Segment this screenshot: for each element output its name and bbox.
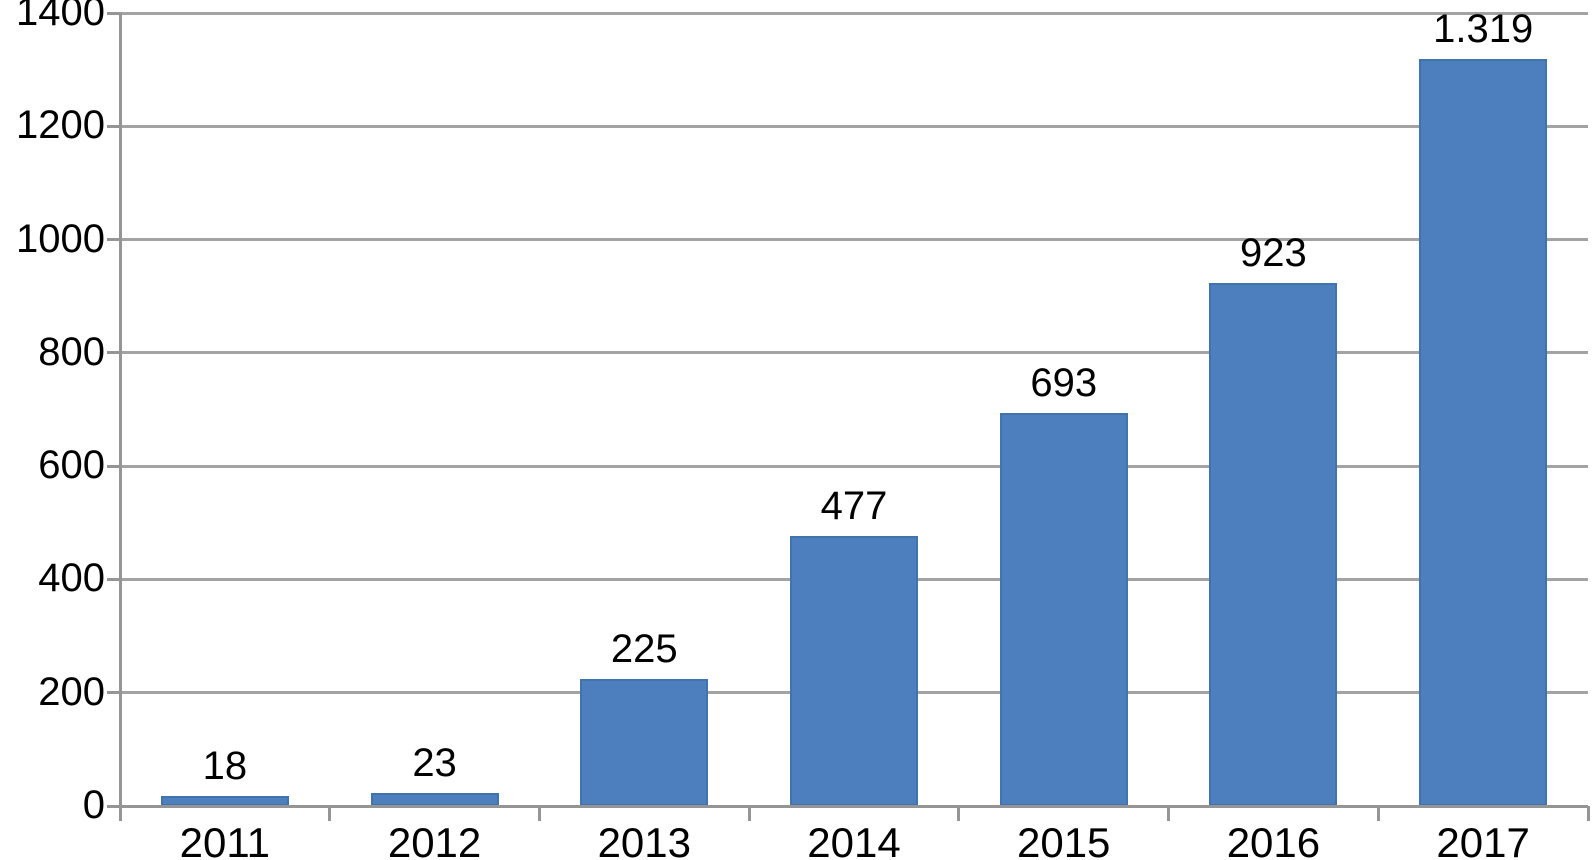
gridline xyxy=(120,351,1588,355)
x-tick xyxy=(537,806,541,821)
x-axis-label: 2014 xyxy=(807,819,901,860)
x-axis-label: 2012 xyxy=(387,819,482,860)
y-tick xyxy=(107,238,120,242)
y-tick-label: 1200 xyxy=(16,103,105,148)
y-tick-label: 600 xyxy=(38,443,105,488)
bar-value-label: 477 xyxy=(820,483,888,528)
y-tick xyxy=(107,577,120,581)
gridline xyxy=(120,464,1588,468)
gridline xyxy=(120,238,1588,242)
y-tick-label: 800 xyxy=(38,330,105,375)
x-tick xyxy=(1586,806,1590,821)
bar-value-label: 225 xyxy=(610,626,678,671)
bar-2013 xyxy=(580,678,709,806)
x-tick xyxy=(118,806,122,821)
gridline xyxy=(120,11,1588,15)
bar-2015 xyxy=(999,413,1128,806)
y-tick xyxy=(107,124,120,128)
y-tick xyxy=(107,464,120,468)
bar-value-label: 923 xyxy=(1240,231,1307,276)
x-axis-label: 2011 xyxy=(179,819,271,860)
bar-value-label: 23 xyxy=(412,740,457,785)
gridline xyxy=(120,124,1588,128)
x-axis-line xyxy=(120,804,1588,808)
x-tick xyxy=(747,806,751,821)
y-tick-label: 400 xyxy=(38,556,105,601)
y-tick-label: 1000 xyxy=(16,216,105,261)
y-tick xyxy=(107,804,120,808)
y-tick xyxy=(107,11,120,15)
y-tick xyxy=(107,351,120,355)
bar-2014 xyxy=(790,535,918,806)
x-axis-label: 2013 xyxy=(597,819,691,860)
bar-value-label: 693 xyxy=(1030,361,1098,406)
y-tick-label: 0 xyxy=(82,783,105,828)
x-axis-label: 2017 xyxy=(1436,819,1530,860)
x-axis-label: 2015 xyxy=(1016,819,1111,860)
y-axis-line xyxy=(118,13,122,821)
x-tick xyxy=(1167,806,1171,821)
x-tick xyxy=(328,806,332,821)
y-tick xyxy=(107,691,120,695)
x-tick xyxy=(1376,806,1380,821)
bar-2011 xyxy=(160,795,289,806)
bar-2016 xyxy=(1209,283,1338,806)
bar-2012 xyxy=(370,792,499,806)
bar-value-label: 1.319 xyxy=(1433,6,1534,51)
x-tick xyxy=(957,806,961,821)
y-tick-label: 200 xyxy=(38,669,105,714)
y-tick-label: 1400 xyxy=(16,0,105,35)
bar-value-label: 18 xyxy=(202,743,248,788)
bar-2017 xyxy=(1419,58,1548,806)
x-axis-label: 2016 xyxy=(1226,819,1321,860)
